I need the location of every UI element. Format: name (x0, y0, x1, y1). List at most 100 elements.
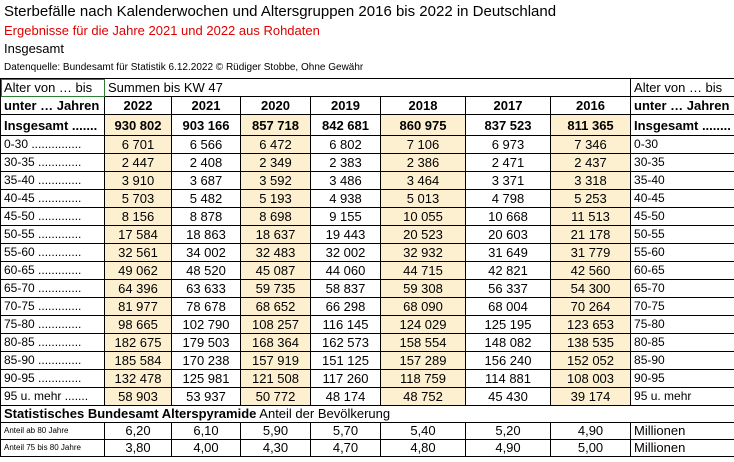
value-cell: 45 430 (465, 387, 551, 406)
value-cell: 21 178 (549, 225, 632, 244)
value-cell: 17 584 (104, 225, 172, 244)
subtitle: Ergebnisse für die Jahre 2021 und 2022 a… (4, 23, 320, 38)
value-cell: 185 584 (104, 351, 172, 370)
age-label: 60-65 (630, 261, 734, 280)
value-cell: 4 938 (310, 189, 381, 208)
year-header: 2016 (549, 96, 632, 115)
table-row: Statistisches Bundesamt Alterspyramide A… (0, 405, 734, 423)
table-row: 65-70 ............. 64 396 63 633 59 735 58 … (0, 279, 734, 298)
age-label: 90-95 ............. (0, 369, 105, 388)
age-label: 70-75 (630, 297, 734, 316)
pyramid-value: 4,00 (171, 439, 241, 457)
value-cell: 34 002 (171, 243, 241, 262)
value-cell: 68 090 (380, 297, 466, 316)
table-row: Anteil 75 bis 80 Jahre 3,80 4,00 4,30 4,70 4,… (0, 439, 734, 457)
age-label: 60-65 ............. (0, 261, 105, 280)
header-cell: Alter von … bis (0, 78, 105, 97)
value-cell: 32 932 (380, 243, 466, 262)
value-cell: 70 264 (549, 297, 632, 316)
age-label: 95 u. mehr (630, 387, 734, 406)
value-cell: 5 703 (104, 189, 172, 208)
value-cell: 3 592 (240, 171, 311, 190)
table-row: 35-40 ............. 3 910 3 687 3 592 3 486 3… (0, 171, 734, 190)
value-cell: 53 937 (171, 387, 241, 406)
value-cell: 125 981 (171, 369, 241, 388)
pyramid-unit: Millionen (630, 422, 734, 440)
value-cell: 7 106 (380, 135, 466, 154)
pyramid-value: 5,70 (310, 422, 381, 440)
value-cell: 19 443 (310, 225, 381, 244)
value-cell: 2 349 (240, 153, 311, 172)
value-cell: 8 698 (240, 207, 311, 226)
value-cell: 54 300 (549, 279, 632, 298)
age-label: 30-35 (630, 153, 734, 172)
value-cell: 2 447 (104, 153, 172, 172)
table-row: 70-75 ............. 81 977 78 678 68 652 66 … (0, 297, 734, 316)
scope: Insgesamt (4, 41, 64, 56)
value-cell: 3 486 (310, 171, 381, 190)
value-cell: 2 471 (465, 153, 551, 172)
value-cell: 18 637 (240, 225, 311, 244)
value-cell: 6 701 (104, 135, 172, 154)
age-label: 65-70 ............. (0, 279, 105, 298)
age-label: 0-30 ............... (0, 135, 105, 154)
pyramid-value: 5,40 (380, 422, 466, 440)
value-cell: 118 759 (380, 369, 466, 388)
table-row: 0-30 ............... 6 701 6 566 6 472 6 802… (0, 135, 734, 154)
value-cell: 32 002 (310, 243, 381, 262)
value-cell: 3 464 (380, 171, 466, 190)
source: Datenquelle: Bundesamt für Statistik 6.1… (4, 62, 364, 73)
value-cell: 98 665 (104, 315, 172, 334)
age-label: 80-85 ............. (0, 333, 105, 352)
value-cell: 48 752 (380, 387, 466, 406)
value-cell: 121 508 (240, 369, 311, 388)
value-cell: 56 337 (465, 279, 551, 298)
pyramid-value: 4,90 (465, 439, 551, 457)
value-cell: 11 513 (549, 207, 632, 226)
value-cell: 20 523 (380, 225, 466, 244)
value-cell: 39 174 (549, 387, 632, 406)
age-label: 90-95 (630, 369, 734, 388)
value-cell: 32 561 (104, 243, 172, 262)
value-cell: 58 837 (310, 279, 381, 298)
value-cell: 66 298 (310, 297, 381, 316)
value-cell: 81 977 (104, 297, 172, 316)
value-cell: 158 554 (380, 333, 466, 352)
age-label: 55-60 (630, 243, 734, 262)
value-cell: 20 603 (465, 225, 551, 244)
age-label: 40-45 (630, 189, 734, 208)
value-cell: 132 478 (104, 369, 172, 388)
header-cell: Summen bis KW 47 (103, 78, 632, 97)
value-cell: 182 675 (104, 333, 172, 352)
pyramid-unit: Millionen (630, 439, 734, 457)
age-label: 30-35 ............. (0, 153, 105, 172)
value-cell: 9 155 (310, 207, 381, 226)
year-header: 2021 (171, 96, 241, 115)
year-header: 2019 (310, 96, 381, 115)
value-cell: 44 715 (380, 261, 466, 280)
total-value: 903 166 (171, 114, 241, 136)
pyramid-value: 5,90 (240, 422, 311, 440)
value-cell: 8 878 (171, 207, 241, 226)
pyramid-label: Anteil ab 80 Jahre (0, 422, 105, 440)
table-row: 90-95 ............. 132 478 125 981 121 508… (0, 369, 734, 388)
total-value: 857 718 (240, 114, 311, 136)
value-cell: 6 802 (310, 135, 381, 154)
table-row: unter … Jahren 2022 2021 2020 2019 2018 2017 20… (0, 96, 734, 115)
value-cell: 5 482 (171, 189, 241, 208)
table-row: 80-85 ............. 182 675 179 503 168 364… (0, 333, 734, 352)
value-cell: 45 087 (240, 261, 311, 280)
value-cell: 42 821 (465, 261, 551, 280)
value-cell: 2 408 (171, 153, 241, 172)
value-cell: 5 013 (380, 189, 466, 208)
data-table: Alter von … bis Summen bis KW 47 Alter von… (0, 78, 734, 457)
age-label: 45-50 (630, 207, 734, 226)
header-cell: unter … Jahren (630, 96, 734, 115)
age-label: 70-75 ............. (0, 297, 105, 316)
value-cell: 151 125 (310, 351, 381, 370)
pyramid-title-rest: Anteil der Bevölkerung (259, 406, 391, 422)
value-cell: 148 082 (465, 333, 551, 352)
total-value: 860 975 (380, 114, 466, 136)
value-cell: 48 174 (310, 387, 381, 406)
table-row: Insgesamt ....... 930 802 903 166 857 718 84… (0, 114, 734, 136)
